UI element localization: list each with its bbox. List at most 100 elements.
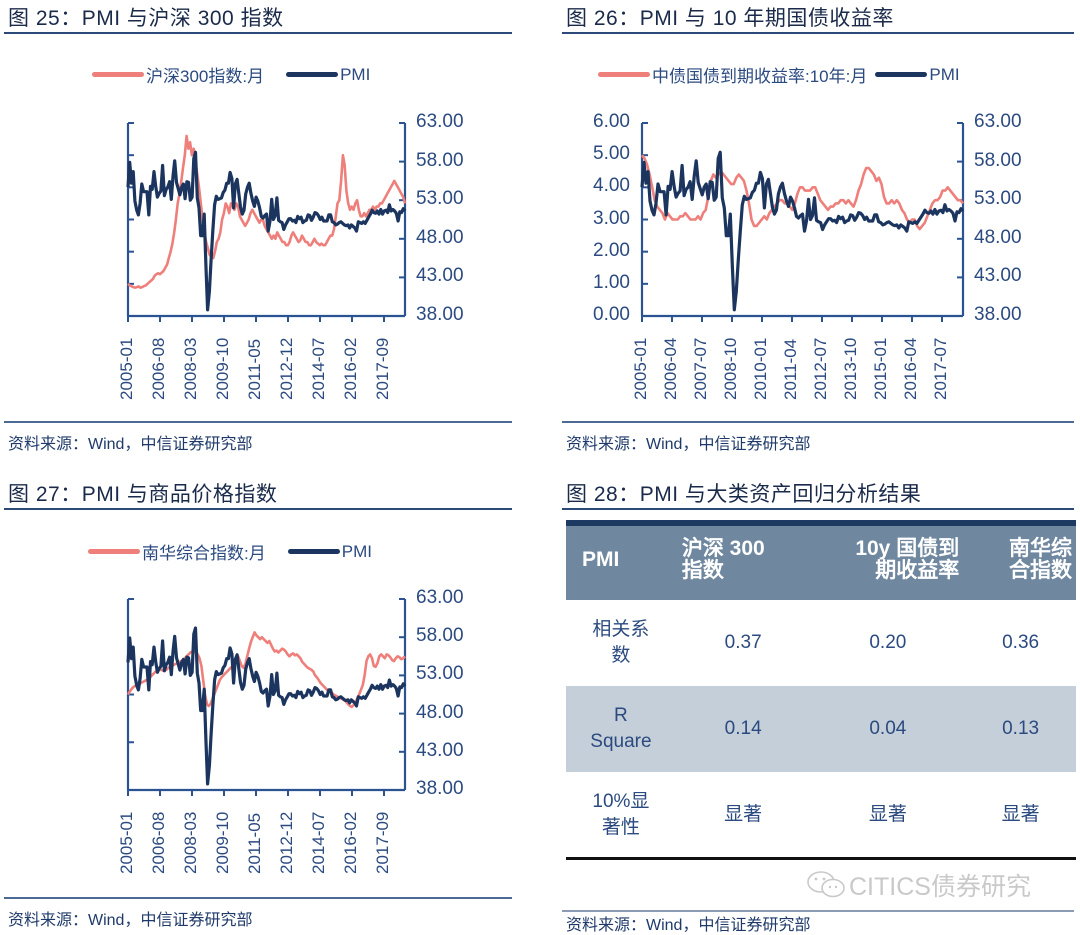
pmi-series-line: [126, 150, 407, 312]
y-right-tick-label: 58.00: [416, 625, 464, 647]
y-right-tick-label: 58.00: [974, 149, 1022, 171]
table-row: 相关系数 0.37 0.20 0.36: [566, 600, 1076, 686]
y-right-tick-label: 53.00: [416, 663, 464, 685]
title-rule: [4, 32, 512, 34]
table-cell: 显著: [868, 804, 907, 825]
legend-label: 南华综合指数:月: [142, 544, 266, 563]
y-right-tick-label: 53.00: [974, 188, 1022, 210]
figure-26-title: 图 26：PMI 与 10 年期国债收益率: [566, 7, 894, 30]
header-label: 10y 国债到期收益率: [855, 537, 960, 582]
y-right-tick-label: 43.00: [416, 265, 464, 287]
table-top-border: [566, 520, 1076, 526]
pmi-series-line: [640, 150, 965, 312]
source-rule: [562, 910, 1074, 912]
legend-label: 中债国债到期收益率:10年:月: [652, 67, 868, 86]
table-cell: 0.14: [675, 686, 811, 772]
figure-26-chart: 0.00 1.00 2.00 3.00 4.00 5.00 6.00 38.00 43.00 48…: [0, 0, 1080, 420]
header-pmi: PMI: [566, 520, 676, 600]
table-cell: 0.37: [724, 632, 762, 653]
y-right-tick-label: 38.00: [416, 778, 464, 799]
table-cell: 0.04: [810, 686, 966, 772]
y-right-tick-label: 48.00: [416, 701, 464, 723]
legend-item-nanhua: 南华综合指数:月: [88, 539, 266, 564]
figure-28-title: 图 28：PMI 与大类资产回归分析结果: [566, 483, 922, 506]
navy-line-swatch: [287, 549, 340, 554]
y-left-tick-label: 5.00: [593, 143, 630, 165]
table-cell: 0.36: [1002, 632, 1040, 653]
wechat-icon: [807, 871, 845, 898]
table-row: 10%显著性 显著 显著 显著: [566, 772, 1076, 858]
y-right-tick-label: 63.00: [416, 587, 464, 608]
legend-label: 沪深300指数:月: [146, 67, 265, 86]
source-rule: [4, 897, 512, 899]
y-right-tick-label: 63.00: [416, 111, 464, 132]
table-bottom-border: [566, 857, 1076, 860]
table-header-row: PMI 沪深 300 指数 10y 国债到期收益率 南华综合指数: [566, 520, 1076, 600]
y-left-tick-label: 3.00: [593, 207, 630, 229]
watermark: CITICS债券研究: [805, 867, 1031, 903]
figure-25-title: 图 25：PMI 与沪深 300 指数: [8, 7, 284, 30]
figure-27-chart: 0.00500.001,000.001,500.002,000.0038.004…: [117, 587, 464, 874]
y-left-tick-label: 4.00: [593, 175, 630, 197]
table-cell: 显著: [1001, 804, 1040, 825]
header-label: 南华综合指数: [1009, 537, 1072, 582]
figure-25-source: 资料来源：Wind，中信证券研究部: [8, 436, 253, 453]
y-left-tick-label: 6.00: [593, 111, 630, 132]
row-label: 10%显著性: [566, 772, 676, 858]
y-right-tick-label: 48.00: [416, 226, 464, 248]
figure-27-source: 资料来源：Wind，中信证券研究部: [8, 912, 253, 929]
figure-25-chart: 0.001,000.002,000.003,000.004,000.005,00…: [0, 0, 540, 420]
y-right-tick-label: 53.00: [416, 188, 464, 210]
title-rule: [562, 32, 1074, 34]
source-rule: [562, 421, 1074, 423]
pink-line-swatch: [92, 72, 144, 77]
header-10y-yield: 10y 国债到期收益率: [810, 520, 966, 600]
table-row: R Square 0.14 0.04 0.13: [566, 686, 1076, 772]
title-rule: [4, 508, 512, 510]
y-left-tick-label: 0.00: [593, 304, 630, 325]
pink-line-swatch: [88, 549, 140, 554]
legend-item-pmi: PMI: [875, 64, 960, 85]
legend-label: PMI: [341, 541, 372, 561]
figure-26-source: 资料来源：Wind，中信证券研究部: [566, 436, 811, 453]
header-label: 沪深 300 指数: [681, 537, 765, 582]
row-label-text: 相关系数: [592, 619, 650, 666]
legend-item-pmi: PMI: [287, 541, 372, 562]
figure-27-legend: 南华综合指数:月 PMI: [88, 539, 394, 564]
row-label: 相关系数: [566, 600, 676, 686]
y-left-tick-label: 1.00: [593, 271, 630, 293]
row-label: R Square: [566, 686, 676, 772]
table-cell: 0.20: [869, 632, 907, 653]
pink-line-swatch: [598, 72, 650, 77]
row-label-text: 10%显著性: [592, 791, 650, 838]
source-rule: [4, 421, 512, 423]
asset-series-line: [126, 631, 406, 709]
figure-26-legend: 中债国债到期收益率:10年:月 PMI: [598, 62, 982, 87]
legend-label: PMI: [340, 64, 371, 84]
figure-27-title: 图 27：PMI 与商品价格指数: [8, 483, 278, 506]
header-nanhua: 南华综合指数: [965, 520, 1076, 600]
navy-line-swatch: [875, 72, 928, 77]
legend-item-csi300: 沪深300指数:月: [92, 62, 264, 87]
pmi-series-line: [126, 626, 407, 786]
figure-25-legend: 沪深300指数:月 PMI: [92, 62, 392, 87]
title-rule: [562, 508, 1074, 510]
y-right-tick-label: 43.00: [416, 739, 464, 761]
navy-line-swatch: [286, 72, 339, 77]
watermark-text: CITICS债券研究: [849, 873, 1031, 901]
header-csi300: 沪深 300 指数: [675, 520, 811, 600]
y-right-tick-label: 48.00: [974, 226, 1022, 248]
figure-28-source: 资料来源：Wind，中信证券研究部: [566, 917, 811, 934]
y-right-tick-label: 43.00: [974, 265, 1022, 287]
legend-item-pmi: PMI: [286, 65, 370, 85]
y-left-tick-label: 2.00: [593, 239, 630, 261]
legend-item-10y-yield: 中债国债到期收益率:10年:月: [598, 62, 867, 87]
y-right-tick-label: 58.00: [416, 149, 464, 171]
regression-table: PMI 沪深 300 指数 10y 国债到期收益率 南华综合指数 相关系数 0.…: [566, 520, 1076, 858]
legend-label: PMI: [929, 64, 960, 84]
row-label-text: R Square: [590, 705, 652, 752]
y-right-tick-label: 63.00: [974, 111, 1022, 132]
